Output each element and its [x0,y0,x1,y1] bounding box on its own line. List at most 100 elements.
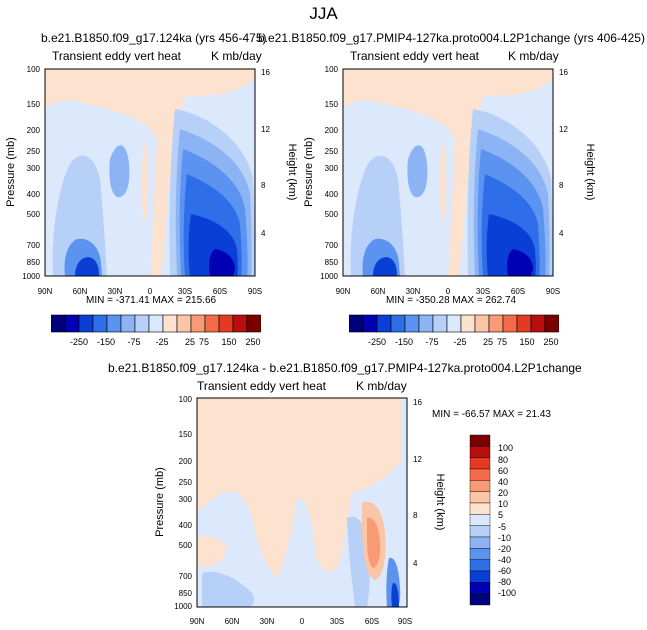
colorbar-label: 60 [498,466,508,476]
y-tick-label: 100 [325,65,339,74]
panel-left-colorbar-swatch [218,314,234,333]
panel-left-colorbar: -250 -150 -75 -25 25 75 150 250 [51,314,261,347]
y-tick-label: 500 [27,210,41,219]
panel-diff-contour-level-neg1 [202,571,255,607]
panel-right-positive-region [439,139,447,219]
panel-diff-ylabel: Pressure (mb) [154,467,166,537]
panel-right-contour-level-2 [407,145,428,198]
panel-right-colorbar-swatch [418,314,434,333]
panel-left-frame [44,68,256,277]
panel-left-colorbar-swatch [246,314,261,333]
panel-right-right-subtitle: K mb/day [508,49,559,63]
y-tick-label: 400 [27,190,41,199]
panel-left-colorbar-labels: -250 -150 -75 -25 25 75 150 250 [70,337,261,347]
panel-left-colorbar-swatch [106,314,122,333]
x-tick-label: 90S [546,287,560,296]
y-right-tick-label: 12 [261,125,270,134]
y-right-tick-label: 8 [413,511,418,520]
x-tick-label: 60S [511,287,525,296]
panel-diff-colorbar-swatch [469,468,491,481]
colorbar-label: 150 [221,337,236,347]
x-tick-label: 60N [73,287,88,296]
panel-right-colorbar-swatch [446,314,462,333]
colorbar-label: 100 [498,443,513,453]
panel-right-y-axis-right: 16 12 8 4 [559,68,568,238]
panel-diff-plot: 100 150 200 250 300 400 500 700 850 1000… [154,395,445,626]
x-tick-label: 90N [336,287,351,296]
panel-left-colorbar-swatch [134,314,150,333]
x-tick-label: 60S [365,617,379,626]
y-right-tick-label: 4 [559,229,564,238]
panel-right-colorbar-swatch [544,314,559,333]
y-right-tick-label: 16 [559,68,568,77]
panel-right-colorbar-swatch [349,314,364,333]
colorbar-label: 40 [498,477,508,487]
x-tick-label: 90N [190,617,205,626]
panel-diff-positive-region [197,398,402,578]
panel-right-colorbar-swatch [432,314,448,333]
y-right-tick-label: 16 [413,398,422,407]
panel-right-left-subtitle: Transient eddy vert heat [350,49,479,63]
colorbar-label: -250 [368,337,386,347]
y-tick-label: 200 [179,457,193,466]
panel-left-minmax: MIN = -371.41 MAX = 215.66 [86,295,217,306]
panel-right-colorbar-swatch [404,314,420,333]
panel-right-y-axis: 100 150 200 250 300 400 500 700 850 1000 [320,65,338,281]
x-tick-label: 30N [406,287,421,296]
panel-diff-colorbar-swatch [469,536,491,549]
y-right-tick-label: 8 [559,181,564,190]
y-tick-label: 250 [179,478,193,487]
page-title: JJA [309,4,338,23]
y-right-tick-label: 12 [413,455,422,464]
panel-left-positive-region [141,139,149,219]
panel-right-colorbar-swatch [362,314,378,333]
y-tick-label: 100 [27,65,41,74]
x-tick-label: 30S [178,287,192,296]
panel-diff-x-axis: 90N 60N 30N 0 30S 60S 90S [190,617,412,626]
y-tick-label: 850 [27,258,41,267]
colorbar-label: -150 [97,337,115,347]
y-tick-label: 150 [325,100,339,109]
panel-right-colorbar-labels: -250 -150 -75 -25 25 75 150 250 [368,337,559,347]
panel-diff-colorbar-swatch [469,582,491,594]
y-tick-label: 200 [325,126,339,135]
panel-right-contour-level-5 [373,257,397,276]
colorbar-label: -100 [498,588,516,598]
panel-left-colorbar-swatch [204,314,220,333]
panel-diff-contour-level-neg3 [391,582,399,607]
panel-left-title: b.e21.B1850.f09_g17.124ka (yrs 456-475) [41,31,267,45]
x-tick-label: 60N [225,617,240,626]
x-tick-label: 0 [446,287,451,296]
panel-diff-colorbar-swatch [469,548,491,560]
panel-left-colorbar-swatch [176,314,192,333]
panel-right-colorbar: -250 -150 -75 -25 25 75 150 250 [349,314,559,347]
y-tick-label: 850 [325,258,339,267]
panel-diff-colorbar-swatch [469,514,491,526]
y-tick-label: 100 [179,395,193,404]
panel-diff-colorbar-swatch [469,525,491,538]
colorbar-label: -10 [498,533,511,543]
panel-left-positive-region [45,69,255,276]
panel-diff-colorbar-swatch [469,457,491,470]
panel-diff-title: b.e21.B1850.f09_g17.124ka - b.e21.B1850.… [108,361,582,375]
panel-left-plot: 100 150 200 250 300 400 500 700 850 1000… [5,65,298,296]
colorbar-label: 250 [245,337,260,347]
colorbar-label: 250 [543,337,558,347]
y-tick-label: 700 [325,241,339,250]
panel-right-plot: 100 150 200 250 300 400 500 700 850 1000… [303,65,596,296]
colorbar-label: -250 [70,337,88,347]
y-right-tick-label: 4 [413,559,418,568]
panel-left-contour-level-2 [109,145,130,198]
y-tick-label: 1000 [320,272,338,281]
panel-left-colorbar-swatch [92,314,108,333]
panel-left-x-axis: 90N 60N 30N 0 30S 60S 90S [38,287,262,296]
panel-right-ylabel-right: Height (km) [584,144,596,201]
panel-diff-y-axis: 100 150 200 250 300 400 500 700 850 1000 [174,395,192,611]
panel-diff-right-subtitle: K mb/day [356,379,407,393]
colorbar-label: 75 [497,337,507,347]
panel-diff-colorbar: 100 80 60 40 20 10 5 -5 -10 -20 -40 -60 … [469,434,516,606]
y-tick-label: 700 [27,241,41,250]
y-tick-label: 500 [179,541,193,550]
panel-right-colorbar-swatch [376,314,392,333]
panel-left-left-subtitle: Transient eddy vert heat [52,49,181,63]
